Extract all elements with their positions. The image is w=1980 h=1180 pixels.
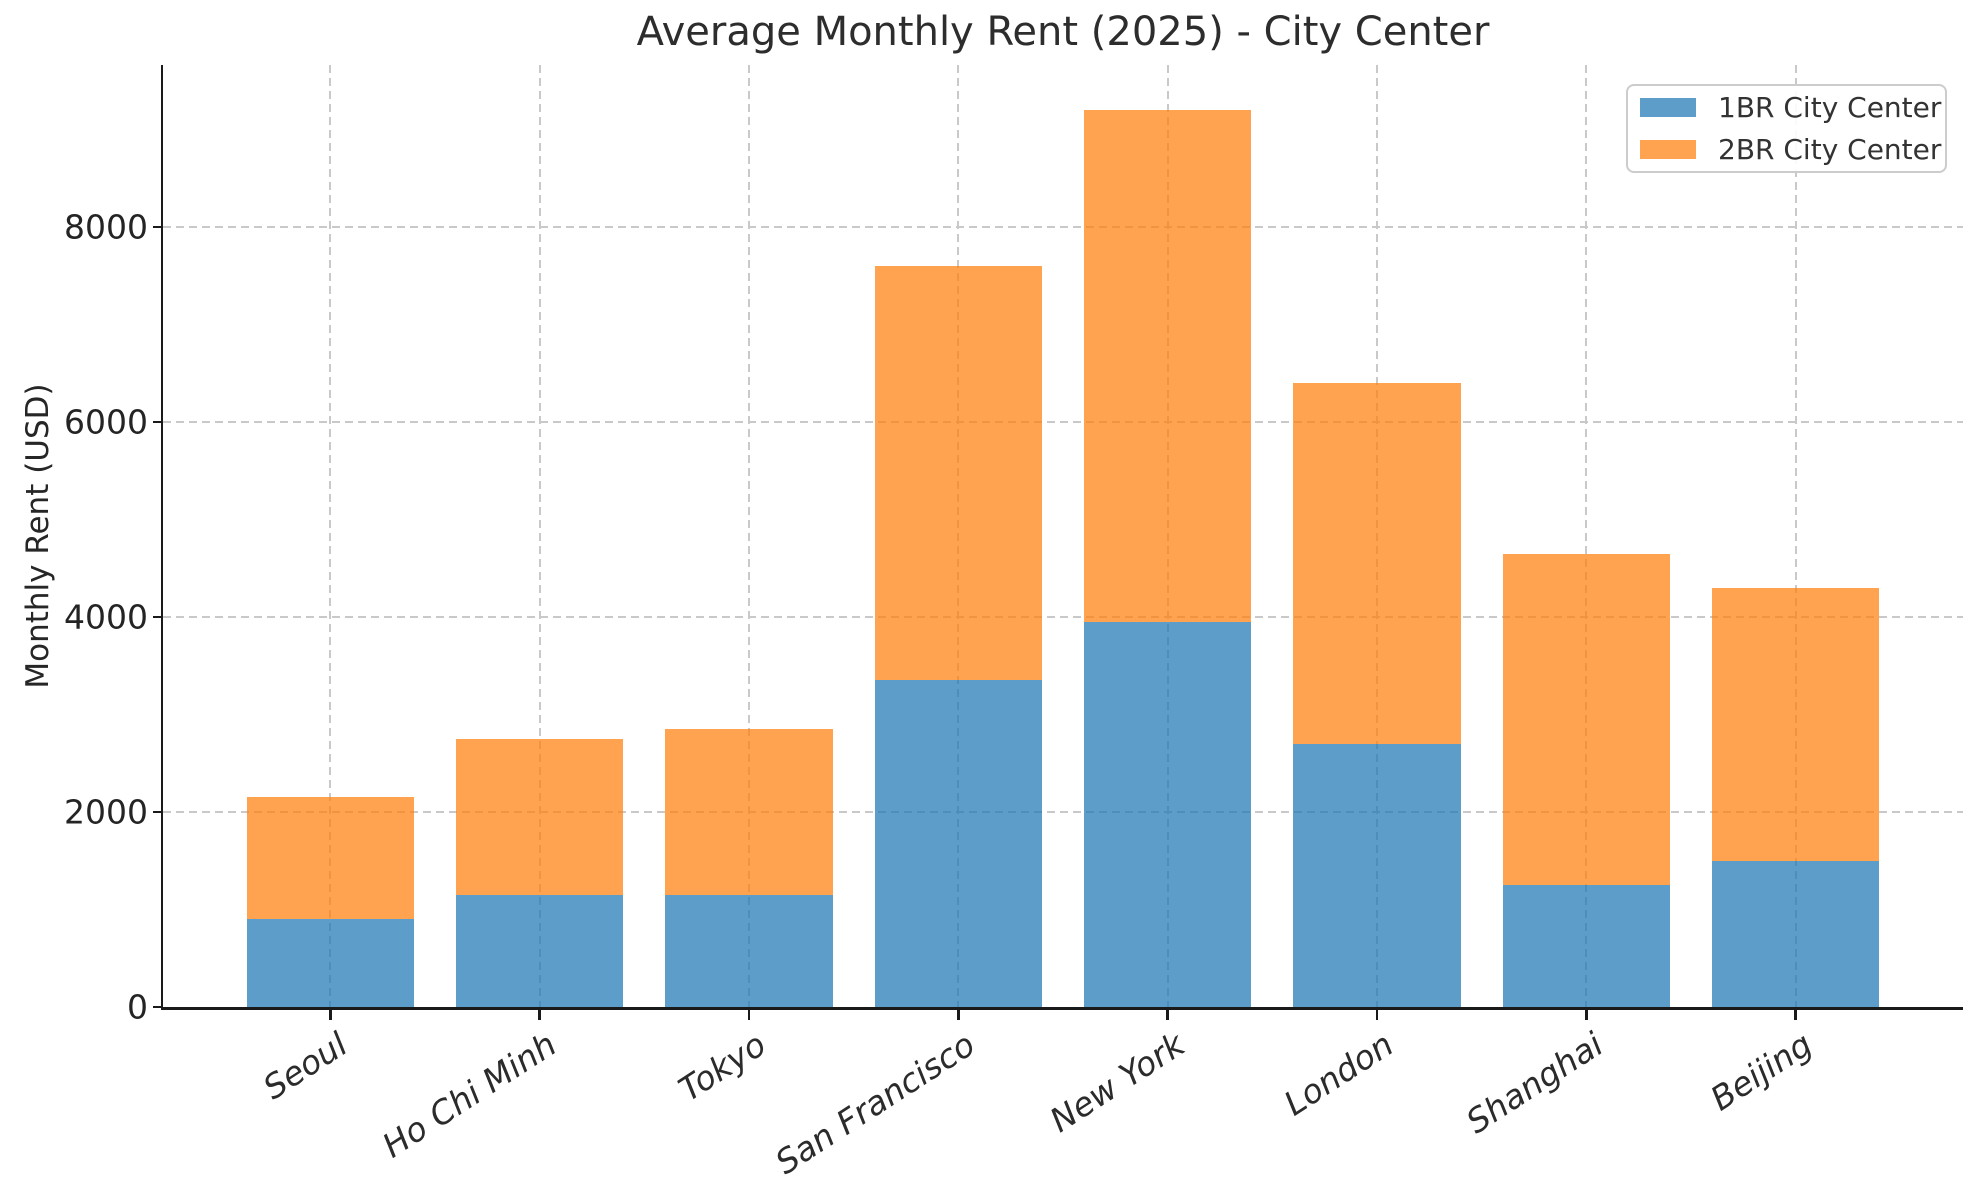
x-tick-3 — [957, 1009, 960, 1020]
h-gridline-2000 — [163, 810, 1963, 813]
bar-1-1br — [456, 894, 624, 1007]
y-tick-2000 — [153, 810, 163, 814]
x-tick-label-4: New York — [1042, 1024, 1192, 1140]
bar-5-2br — [1293, 382, 1461, 744]
v-gridline-0 — [329, 65, 332, 1007]
x-tick-7 — [1794, 1009, 1797, 1020]
x-axis-spine — [160, 1007, 1963, 1010]
x-tick-label-3: San Francisco — [768, 1024, 982, 1180]
x-tick-label-2: Tokyo — [671, 1024, 773, 1109]
bar-6-1br — [1502, 885, 1670, 1007]
y-tick-0 — [153, 1005, 163, 1009]
bar-6-2br — [1502, 553, 1670, 886]
legend-item-1br: 1BR City Center — [1640, 91, 1941, 124]
h-gridline-6000 — [163, 420, 1963, 423]
y-tick-6000 — [153, 420, 163, 424]
bar-3-2br — [874, 265, 1043, 681]
bar-7-2br — [1711, 587, 1880, 861]
bar-0-1br — [246, 919, 415, 1007]
x-tick-2 — [747, 1009, 751, 1020]
x-tick-label-7: Beijing — [1703, 1024, 1820, 1119]
legend-item-2br: 2BR City Center — [1640, 133, 1941, 166]
y-tick-label-8000: 8000 — [64, 207, 148, 247]
y-tick-label-0: 0 — [127, 987, 148, 1027]
bar-3-1br — [874, 680, 1043, 1007]
y-tick-8000 — [153, 225, 163, 229]
v-gridline-7 — [1794, 65, 1797, 1007]
bar-0-2br — [246, 797, 415, 920]
bar-2-1br — [665, 894, 833, 1007]
h-gridline-4000 — [163, 615, 1963, 618]
bar-5-1br — [1293, 743, 1461, 1007]
y-tick-label-6000: 6000 — [64, 402, 148, 442]
y-tick-label-2000: 2000 — [64, 792, 148, 832]
v-gridline-2 — [748, 65, 751, 1007]
y-tick-4000 — [153, 615, 163, 619]
h-gridline-8000 — [163, 225, 1963, 228]
v-gridline-1 — [538, 65, 541, 1007]
legend-label-2br: 2BR City Center — [1718, 133, 1942, 166]
x-tick-0 — [329, 1009, 332, 1020]
bar-4-2br — [1083, 109, 1252, 622]
y-axis-spine — [160, 65, 163, 1010]
x-tick-label-5: London — [1277, 1024, 1401, 1124]
legend-swatch-2br — [1640, 140, 1696, 159]
x-tick-1 — [538, 1009, 541, 1020]
bar-1-2br — [456, 738, 624, 895]
bar-4-1br — [1083, 621, 1252, 1007]
legend: 1BR City Center 2BR City Center — [1626, 84, 1947, 173]
bar-2-2br — [665, 729, 833, 895]
x-tick-5 — [1375, 1009, 1379, 1020]
x-tick-6 — [1585, 1009, 1588, 1020]
x-tick-label-1: Ho Chi Minh — [375, 1024, 564, 1166]
legend-label-1br: 1BR City Center — [1718, 91, 1942, 124]
legend-swatch-1br — [1640, 98, 1696, 117]
bar-7-1br — [1711, 860, 1880, 1007]
chart-title: Average Monthly Rent (2025) - City Cente… — [636, 9, 1490, 55]
y-tick-label-4000: 4000 — [64, 597, 148, 637]
x-tick-label-0: Seoul — [256, 1024, 355, 1108]
x-tick-label-6: Shanghai — [1459, 1024, 1610, 1142]
v-gridline-6 — [1585, 65, 1588, 1007]
x-tick-4 — [1166, 1009, 1169, 1020]
